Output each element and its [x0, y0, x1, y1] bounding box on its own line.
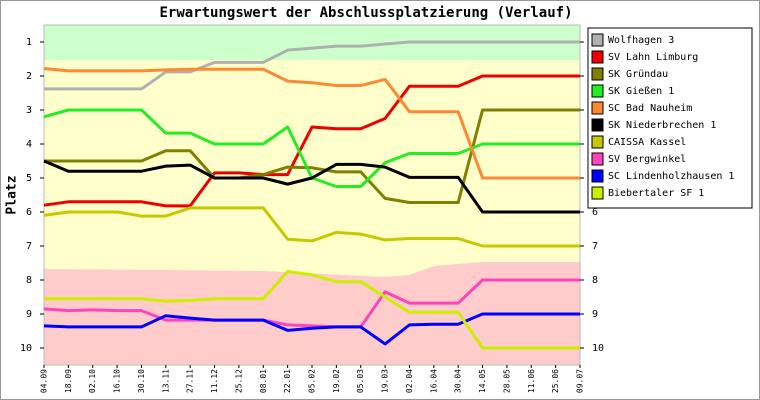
y-tick-label: 8: [26, 275, 32, 286]
x-tick-label: 04.09: [40, 369, 49, 393]
y-tick-label: 4: [26, 139, 32, 150]
x-tick-label: 19.02: [332, 369, 341, 393]
legend-label: SV Bergwinkel: [608, 154, 686, 165]
x-tick-label: 02.04: [405, 369, 414, 393]
legend-swatch: [591, 152, 604, 166]
legend: [587, 27, 753, 209]
legend-swatch: [591, 186, 604, 200]
legend-swatch: [591, 33, 604, 47]
legend-label: SV Lahn Limburg: [608, 52, 698, 63]
legend-label: CAISSA Kassel: [608, 137, 686, 148]
x-tick-label: 08.01: [259, 369, 268, 393]
x-tick-label: 25.12: [234, 369, 243, 393]
y2-tick-label: 8: [592, 275, 598, 286]
legend-label: Wolfhagen 3: [608, 35, 674, 46]
y-tick-label: 9: [26, 309, 32, 320]
x-tick-label: 14.05: [478, 369, 487, 393]
x-tick-label: 05.02: [308, 369, 317, 393]
x-tick-label: 11.06: [527, 369, 536, 393]
series-line: [43, 74, 580, 208]
legend-swatch: [591, 50, 604, 64]
y2-tick-label: 7: [592, 241, 598, 252]
legend-swatch: [591, 67, 604, 81]
y-tick-label: 1: [26, 37, 32, 48]
x-tick-label: 02.10: [88, 369, 97, 393]
x-tick-label: 30.04: [454, 369, 463, 393]
legend-label: SK Gießen 1: [608, 86, 674, 97]
series-line: [44, 270, 580, 350]
legend-label: SK Niederbrechen 1: [608, 120, 716, 131]
legend-swatch: [591, 101, 604, 115]
y-tick-label: 5: [26, 173, 32, 184]
series-line: [43, 206, 580, 248]
y2-tick-label: 10: [592, 343, 604, 354]
y-tick-label: 3: [26, 105, 32, 116]
legend-swatch: [591, 84, 604, 98]
y-tick-label: 6: [26, 207, 32, 218]
y-axis-label: Platz: [5, 175, 20, 214]
legend-swatch: [591, 135, 604, 149]
series-line: [43, 159, 580, 214]
x-tick-label: 19.03: [381, 369, 390, 393]
legend-swatch: [591, 169, 604, 183]
legend-swatch: [591, 118, 604, 132]
x-tick-label: 16.04: [429, 369, 438, 393]
x-tick-label: 27.11: [186, 369, 195, 393]
x-tick-label: 09.07: [576, 369, 585, 393]
y2-tick-label: 9: [592, 309, 598, 320]
legend-label: SC Bad Nauheim: [608, 103, 692, 114]
zone-bottom: [44, 262, 580, 365]
y-tick-label: 2: [26, 71, 32, 82]
x-tick-label: 25.06: [551, 369, 560, 393]
series-line: [44, 108, 580, 204]
x-tick-label: 16.10: [113, 369, 122, 393]
x-tick-label: 22.01: [283, 369, 292, 393]
series-line: [43, 67, 580, 180]
x-tick-label: 13.11: [161, 369, 170, 393]
x-tick-label: 28.05: [502, 369, 511, 393]
series-line: [43, 278, 580, 329]
y-tick-label: 7: [26, 241, 32, 252]
x-tick-label: 05.03: [356, 369, 365, 393]
legend-label: Biebertaler SF 1: [608, 188, 704, 199]
legend-label: SK Gründau: [608, 69, 668, 80]
legend-label: SC Lindenholzhausen 1: [608, 171, 734, 182]
x-tick-label: 11.12: [210, 369, 219, 393]
x-tick-label: 30.10: [137, 369, 146, 393]
x-tick-label: 18.09: [64, 369, 73, 393]
series-line: [44, 40, 580, 91]
y2-tick-label: 6: [592, 207, 598, 218]
chart-title: Erwartungswert der Abschlussplatzierung …: [159, 5, 572, 21]
y-tick-label: 10: [20, 343, 32, 354]
series-line: [43, 312, 580, 346]
